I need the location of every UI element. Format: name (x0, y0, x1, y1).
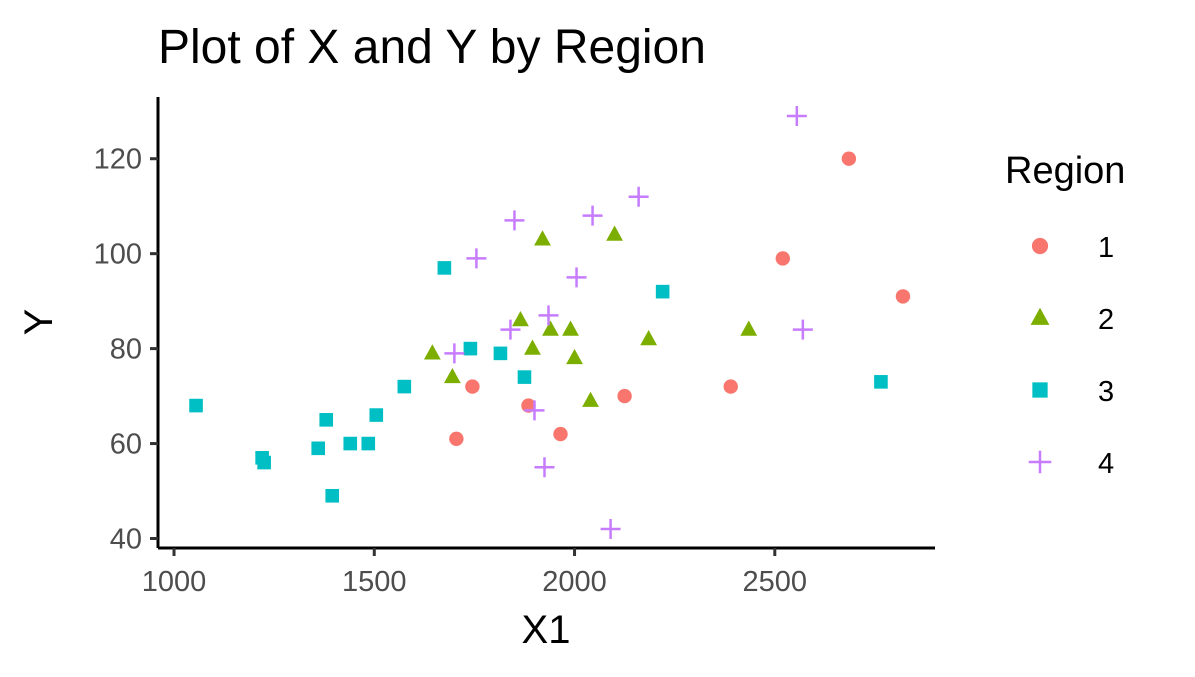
data-point-region-4 (444, 343, 465, 364)
data-point-region-4 (500, 319, 521, 340)
data-point-region-1 (723, 379, 738, 394)
x-axis-ticks: 1000 1500 2000 2500 (142, 548, 807, 598)
data-point-region-2 (566, 348, 583, 365)
y-tick-label: 40 (110, 524, 142, 556)
data-point-region-2 (640, 329, 658, 346)
x-tick-label: 1000 (142, 566, 207, 598)
y-tick-label: 120 (94, 144, 142, 176)
data-point-region-3 (319, 413, 334, 427)
x-tick-label: 2000 (542, 566, 607, 598)
data-point-region-2 (562, 320, 579, 336)
legend-label-2: 2 (1098, 304, 1114, 336)
legend-label-3: 3 (1098, 376, 1114, 408)
data-point-region-1 (841, 151, 857, 166)
y-axis-ticks: 40 60 80 100 120 (94, 144, 158, 556)
data-point-region-1 (775, 251, 791, 266)
data-point-region-1 (449, 431, 464, 447)
x-tick-label: 1500 (342, 566, 407, 598)
legend-label-4: 4 (1098, 448, 1114, 480)
legend-title: Region (1005, 150, 1125, 192)
data-point-region-3 (655, 284, 670, 299)
data-point-region-3 (325, 488, 340, 503)
chart-title: Plot of X and Y by Region (158, 21, 706, 74)
data-point-region-2 (423, 344, 441, 360)
data-point-region-2 (512, 311, 529, 327)
data-point-region-2 (606, 225, 623, 241)
data-point-region-4 (582, 205, 603, 226)
data-point-region-2 (582, 391, 599, 407)
x-axis-title: X1 (522, 608, 571, 652)
data-point-region-3 (311, 441, 326, 456)
data-point-region-4 (524, 400, 545, 421)
data-point-region-3 (397, 379, 412, 394)
data-point-region-4 (538, 305, 559, 326)
data-point-region-1 (617, 388, 632, 404)
data-point-region-4 (786, 105, 807, 126)
y-tick-label: 60 (110, 429, 142, 461)
data-point-region-3 (874, 375, 888, 389)
data-point-region-2 (524, 339, 541, 355)
legend-key-3 (1032, 382, 1048, 398)
data-point-region-3 (437, 261, 452, 275)
data-point-region-2 (542, 320, 559, 336)
y-axis-title: Y (17, 309, 61, 336)
data-point-region-3 (463, 341, 478, 356)
data-point-region-4 (600, 519, 621, 540)
data-point-region-2 (443, 367, 461, 384)
data-point-region-2 (740, 320, 758, 336)
legend-label-1: 1 (1098, 232, 1114, 264)
data-point-region-4 (792, 319, 813, 340)
x-tick-label: 2500 (743, 566, 808, 598)
data-point-region-4 (628, 186, 649, 207)
y-tick-label: 80 (110, 334, 142, 366)
legend-key-2 (1030, 307, 1050, 325)
data-point-region-4 (534, 457, 555, 478)
data-point-region-2 (534, 230, 551, 246)
legend-key-4 (1028, 450, 1052, 474)
data-point-region-3 (517, 370, 532, 384)
data-point-region-3 (257, 455, 271, 470)
legend: Region 1 2 3 4 (1005, 150, 1125, 480)
data-point-region-1 (465, 379, 480, 394)
data-point-region-3 (493, 346, 508, 361)
data-point-region-3 (361, 436, 376, 451)
data-point-region-3 (369, 408, 384, 422)
legend-key-1 (1031, 237, 1049, 255)
data-point-region-4 (566, 267, 587, 288)
data-point-region-4 (466, 248, 487, 269)
data-points (189, 105, 911, 540)
data-point-region-1 (895, 289, 911, 304)
data-point-region-4 (504, 210, 525, 231)
data-point-region-3 (189, 398, 203, 413)
y-tick-label: 100 (94, 239, 142, 271)
data-point-region-3 (343, 436, 358, 451)
data-point-region-1 (553, 426, 568, 442)
